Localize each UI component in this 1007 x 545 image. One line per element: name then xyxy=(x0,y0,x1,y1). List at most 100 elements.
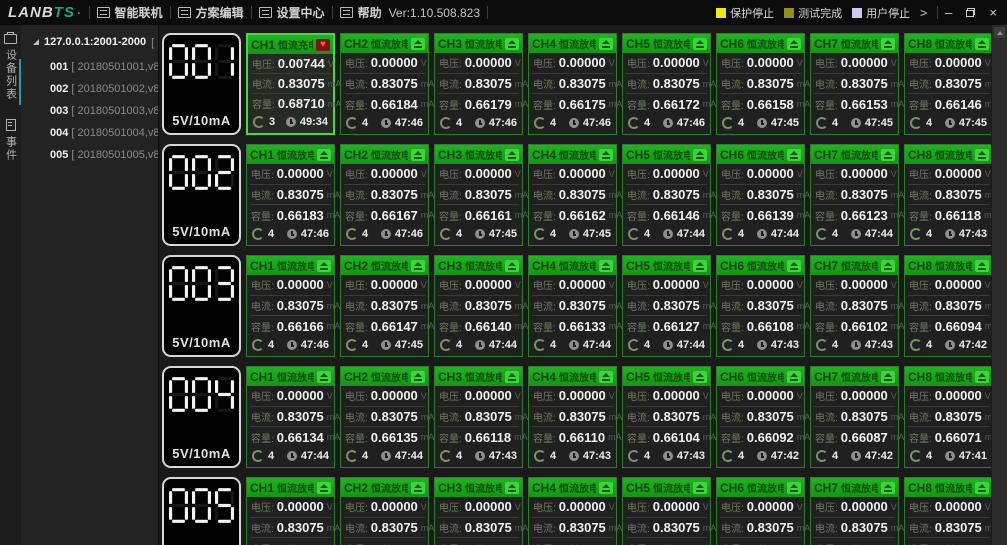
channel-card[interactable]: CH2 恒流放电 电压: 0.00000 V 电流: 0.83075 mA 容量… xyxy=(340,366,439,468)
channel-card[interactable]: CH1 恒流放电 电压: 0.00000 V 电流: 0.83075 mA 容量… xyxy=(246,366,345,468)
tree-device-node[interactable]: 001 [ 20180501001,v8.3 ] xyxy=(50,61,158,73)
channel-card[interactable]: CH7 恒流放电 电压: 0.00000 V 电流: 0.83075 mA 容量… xyxy=(810,366,909,468)
channel-card[interactable]: CH1 恒流充电 ♥ 电压: 0.00744 V 电流: 0.83075 mA … xyxy=(246,33,346,135)
channel-mode: 恒流放电 xyxy=(935,373,972,384)
channel-card[interactable]: CH8 恒流放电 电压: 0.00000 V 电流: 0.83075 mA 容量… xyxy=(904,33,1003,135)
clock-icon xyxy=(850,340,861,350)
channel-card[interactable]: CH6 恒流放电 电压: 0.00000 V 电流: 0.83075 mA 容量… xyxy=(716,255,815,357)
channel-card[interactable]: CH1 恒流放电 电压: 0.00000 V 电流: 0.83075 mA 容量… xyxy=(246,144,345,246)
current-row: 电流: 0.83075 mA xyxy=(438,518,528,539)
restore-button[interactable] xyxy=(966,8,976,17)
channel-card[interactable]: CH3 恒流放电 电压: 0.00000 V 电流: 0.83075 mA 容量… xyxy=(434,33,533,135)
channel-name: CH5 xyxy=(626,36,651,51)
channel-name: CH3 xyxy=(438,147,463,162)
device-number-display[interactable]: 5V/10mA xyxy=(162,144,241,246)
channel-header: CH2 恒流放电 xyxy=(341,367,428,386)
channel-values: 电压: 0.00000 V 电流: 0.83075 mA 容量: 0.66094… xyxy=(905,275,1003,336)
tree-device-node[interactable]: 005 [ 20180501005,v8.3 ] xyxy=(50,149,158,161)
capacity-value: 0.66184 xyxy=(370,96,418,112)
channel-header: CH7 恒流放电 xyxy=(811,367,898,386)
channel-card[interactable]: CH3 恒流放电 电压: 0.00000 V 电流: 0.83075 mA 容量… xyxy=(434,366,533,468)
device-number-display[interactable]: 5V/10mA xyxy=(162,366,241,468)
channel-card[interactable]: CH8 恒流放电 电压: 0.00000 V 电流: 0.83075 mA 容量… xyxy=(904,144,1003,246)
device-number-display[interactable] xyxy=(162,477,241,545)
channel-name: CH4 xyxy=(532,258,557,273)
channel-card[interactable]: CH2 恒流放电 电压: 0.00000 V 电流: 0.83075 mA 容量… xyxy=(340,33,439,135)
elapsed-time: 47:44 xyxy=(394,450,423,462)
voltage-row: 电压: 0.00000 V xyxy=(532,275,615,296)
current-row: 电流: 0.83075 mA xyxy=(532,407,622,428)
channel-card[interactable]: CH2 恒流放电 电压: 0.00000 V 电流: 0.83075 mA 容量… xyxy=(340,144,439,246)
elapsed-time: 47:45 xyxy=(582,228,611,240)
channel-values: 电压: 0.00000 V 电流: 0.83075 mA 容量: 0.66108… xyxy=(717,275,815,336)
device-number-display[interactable]: 5V/10mA xyxy=(162,255,241,357)
tree-device-node[interactable]: 004 [ 20180501004,v8.3 ] xyxy=(50,127,158,139)
channel-mode: 恒流放电 xyxy=(747,373,784,384)
channel-name: CH2 xyxy=(344,369,369,384)
device-tree-panel: 127.0.0.1:2001-2000 [ 连接设 001 [ 20180501… xyxy=(21,25,158,545)
voltage-row: 电压: 0.00000 V xyxy=(720,275,803,296)
channel-card[interactable]: CH7 恒流放电 电压: 0.00000 V 电流: 0.83075 mA 容量… xyxy=(810,255,909,357)
tree-device-node[interactable]: 002 [ 20180501002,v8.3 ] xyxy=(50,83,158,95)
menu-item[interactable]: 智能联机 xyxy=(96,4,163,21)
channel-footer: 4 47:44 xyxy=(811,225,898,245)
vertical-scrollbar[interactable] xyxy=(991,25,1007,545)
channel-card[interactable]: CH2 恒流放电 电压: 0.00000 V 电流: 0.83075 mA 容量… xyxy=(340,477,434,545)
channel-card[interactable]: CH6 恒流放电 电压: 0.00000 V 电流: 0.83075 mA 容量… xyxy=(716,33,815,135)
current-row: 电流: 0.83075 mA xyxy=(344,74,434,95)
channel-card[interactable]: CH3 恒流放电 电压: 0.00000 V 电流: 0.83075 mA 容量… xyxy=(434,144,533,246)
channel-card[interactable]: CH6 恒流放电 电压: 0.00000 V 电流: 0.83075 mA 容量… xyxy=(716,477,810,545)
channel-card[interactable]: CH3 恒流放电 电压: 0.00000 V 电流: 0.83075 mA 容量… xyxy=(434,477,528,545)
channel-card[interactable]: CH5 恒流放电 电压: 0.00000 V 电流: 0.83075 mA 容量… xyxy=(622,255,721,357)
channel-card[interactable]: CH6 恒流放电 电压: 0.00000 V 电流: 0.83075 mA 容量… xyxy=(716,366,815,468)
scroll-up-arrow[interactable] xyxy=(994,27,1005,38)
channel-card[interactable]: CH8 恒流放电 电压: 0.00000 V 电流: 0.83075 mA 容量… xyxy=(904,255,1003,357)
close-button[interactable]: × xyxy=(989,5,997,20)
menu-item[interactable]: 方案编辑 xyxy=(177,4,244,21)
clock-icon xyxy=(944,451,955,461)
menu-item[interactable]: 帮助 xyxy=(339,4,382,21)
channel-card[interactable]: CH5 恒流放电 电压: 0.00000 V 电流: 0.83075 mA 容量… xyxy=(622,477,716,545)
channel-card[interactable]: CH5 恒流放电 电压: 0.00000 V 电流: 0.83075 mA 容量… xyxy=(622,33,721,135)
current-value: 0.83075 xyxy=(652,298,700,313)
channel-card[interactable]: CH2 恒流放电 电压: 0.00000 V 电流: 0.83075 mA 容量… xyxy=(340,255,439,357)
discharge-status-icon xyxy=(881,148,895,161)
channel-card[interactable]: CH7 恒流放电 电压: 0.00000 V 电流: 0.83075 mA 容量… xyxy=(810,33,909,135)
channel-footer: 4 47:43 xyxy=(623,447,710,467)
menu-item[interactable]: 设置中心 xyxy=(258,4,325,21)
minimize-button[interactable]: – xyxy=(945,5,953,20)
current-value: 0.83075 xyxy=(840,409,888,424)
channel-name: CH3 xyxy=(438,369,463,384)
current-value: 0.83075 xyxy=(840,520,888,535)
channel-card[interactable]: CH4 恒流放电 电压: 0.00000 V 电流: 0.83075 mA 容量… xyxy=(528,144,627,246)
channel-card[interactable]: CH4 恒流放电 电压: 0.00000 V 电流: 0.83075 mA 容量… xyxy=(528,366,627,468)
tree-root-node[interactable]: 127.0.0.1:2001-2000 [ 连接设 xyxy=(21,30,158,56)
channel-card[interactable]: CH7 恒流放电 电压: 0.00000 V 电流: 0.83075 mA 容量… xyxy=(810,144,909,246)
tree-device-node[interactable]: 003 [ 20180501003,v8.3 ] xyxy=(50,105,158,117)
channel-card[interactable]: CH8 恒流放电 电压: 0.00000 V 电流: 0.83075 mA 容量… xyxy=(904,477,998,545)
channel-card[interactable]: CH4 恒流放电 电压: 0.00000 V 电流: 0.83075 mA 容量… xyxy=(528,477,622,545)
channel-card[interactable]: CH8 恒流放电 电压: 0.00000 V 电流: 0.83075 mA 容量… xyxy=(904,366,1003,468)
channel-card[interactable]: CH5 恒流放电 电压: 0.00000 V 电流: 0.83075 mA 容量… xyxy=(622,366,721,468)
channel-card[interactable]: CH1 恒流放电 电压: 0.00000 V 电流: 0.83075 mA 容量… xyxy=(246,477,340,545)
tab-events[interactable]: 事件 xyxy=(0,110,21,171)
channel-card[interactable]: CH3 恒流放电 电压: 0.00000 V 电流: 0.83075 mA 容量… xyxy=(434,255,533,357)
voltage-value: 0.00000 xyxy=(840,277,888,293)
channel-card[interactable]: CH7 恒流放电 电压: 0.00000 V 电流: 0.83075 mA 容量… xyxy=(810,477,904,545)
channel-card[interactable]: CH1 恒流放电 电压: 0.00000 V 电流: 0.83075 mA 容量… xyxy=(246,255,345,357)
channel-header: CH4 恒流放电 xyxy=(529,34,616,53)
voltage-value: 0.00000 xyxy=(840,55,888,71)
channel-card[interactable]: CH4 恒流放电 电压: 0.00000 V 电流: 0.83075 mA 容量… xyxy=(528,255,627,357)
legend-collapse-chevron[interactable]: > xyxy=(920,5,928,20)
voltage-value: 0.00000 xyxy=(464,499,512,515)
step-number: 4 xyxy=(738,450,745,462)
channel-card[interactable]: CH6 恒流放电 电压: 0.00000 V 电流: 0.83075 mA 容量… xyxy=(716,144,815,246)
elapsed-time: 47:44 xyxy=(582,339,611,351)
channel-card[interactable]: CH5 恒流放电 电压: 0.00000 V 电流: 0.83075 mA 容量… xyxy=(622,144,721,246)
channel-card[interactable]: CH4 恒流放电 电压: 0.00000 V 电流: 0.83075 mA 容量… xyxy=(528,33,627,135)
channel-header: CH1 恒流放电 xyxy=(247,256,334,275)
device-number-display[interactable]: 5V/10mA xyxy=(162,33,241,135)
tree-expander-icon[interactable] xyxy=(33,39,39,45)
seven-segment-digit xyxy=(169,377,188,412)
tab-device-list[interactable]: 设备列表 xyxy=(0,25,21,110)
